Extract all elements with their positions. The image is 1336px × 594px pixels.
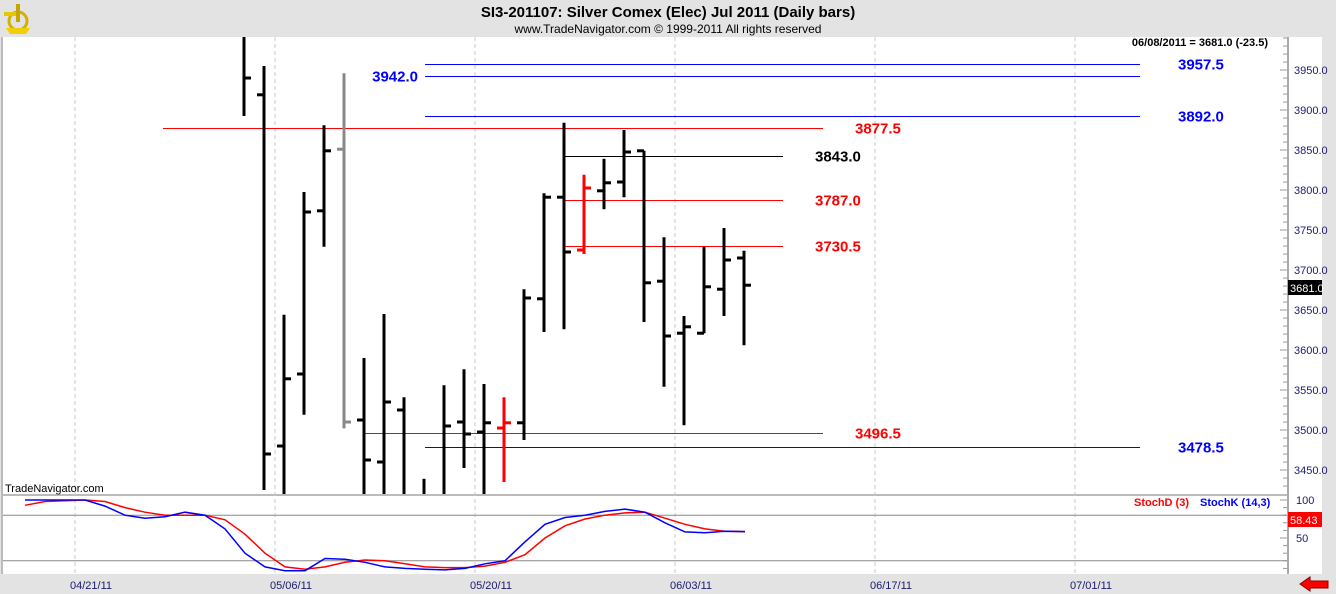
red-left-arrow-icon[interactable] <box>1299 576 1329 592</box>
ohlc-bar <box>537 193 551 332</box>
ohlc-bar <box>737 250 751 346</box>
y-tick-label: 3800.0 <box>1294 185 1328 197</box>
level-label: 3892.0 <box>1178 109 1224 126</box>
ohlc-bar <box>637 149 651 322</box>
y-tick-label: 3500.0 <box>1294 425 1328 437</box>
chart-title: SI3-201107: Silver Comex (Elec) Jul 2011… <box>481 4 855 21</box>
x-tick-label: 05/06/11 <box>270 580 312 592</box>
y-tick-label: 3600.0 <box>1294 345 1328 357</box>
sextant-icon <box>4 4 30 34</box>
y-tick-label: 3850.0 <box>1294 145 1328 157</box>
level-label: 3942.0 <box>372 69 418 86</box>
level-label: 3787.0 <box>815 193 861 210</box>
y-tick-label: 3900.0 <box>1294 105 1328 117</box>
x-tick-label: 05/20/11 <box>470 580 512 592</box>
stochk-line <box>25 499 746 572</box>
y-tick-label: 3750.0 <box>1294 225 1328 237</box>
ohlc-bar <box>377 314 391 494</box>
ohlc-bar <box>257 66 271 490</box>
x-tick-label: 06/03/11 <box>670 580 712 592</box>
y-tick-label: 3550.0 <box>1294 385 1328 397</box>
x-tick-label: 04/21/11 <box>70 580 112 592</box>
y-tick-label: 3450.0 <box>1294 465 1328 477</box>
stoch-panel <box>3 496 1287 574</box>
chart-subtitle: www.TradeNavigator.com © 1999-2011 All r… <box>514 22 822 36</box>
level-label: 3730.5 <box>815 239 861 256</box>
x-tick-label: 06/17/11 <box>870 580 912 592</box>
y-tick-label: 3650.0 <box>1294 305 1328 317</box>
x-tick-label: 07/01/11 <box>1070 580 1112 592</box>
bars <box>242 37 751 494</box>
ohlc-bar <box>477 384 491 494</box>
price-readout: 06/08/2011 = 3681.0 (-23.5) <box>1132 37 1268 49</box>
y-tick-label: 3700.0 <box>1294 265 1328 277</box>
stoch-y-tick-label: 100 <box>1296 495 1314 507</box>
price-axis <box>1287 37 1322 574</box>
ohlc-bar <box>657 237 671 387</box>
ohlc-bar <box>357 358 371 494</box>
ohlc-bar <box>597 158 611 210</box>
ohlc-bar <box>697 246 711 335</box>
stoch-last-label: 58.43 <box>1290 515 1318 527</box>
header-bar <box>0 0 1336 37</box>
ohlc-bar <box>442 385 451 494</box>
ohlc-bar <box>397 397 406 494</box>
stochd-line <box>24 499 746 570</box>
level-label: 3843.0 <box>815 149 861 166</box>
last-price-box <box>1288 280 1322 295</box>
ohlc-bar <box>717 228 731 316</box>
ohlc-bar <box>277 314 291 494</box>
legend-stochk: StochK (14,3) <box>1200 497 1271 509</box>
ohlc-bar <box>577 174 591 254</box>
stoch-last-box <box>1288 512 1322 527</box>
ohlc-bar <box>557 122 571 330</box>
level-label: 3957.5 <box>1178 57 1224 74</box>
ohlc-bar <box>297 192 311 415</box>
ohlc-bar <box>517 289 531 440</box>
ohlc-bar <box>677 316 691 426</box>
ohlc-bar <box>497 397 511 482</box>
last-price-label: 3681.0 <box>1290 283 1324 295</box>
ohlc-bar <box>337 73 351 429</box>
x-axis: 04/21/11 05/06/11 05/20/11 06/03/11 06/17/11… <box>70 580 1112 592</box>
y-axis: 3950.0 3900.0 3850.0 3800.0 3750.0 3700.0 3650… <box>1280 37 1328 569</box>
ohlc-bar <box>317 125 331 247</box>
ohlc-bar <box>242 37 251 116</box>
legend-stochd: StochD (3) <box>1134 497 1189 509</box>
grid <box>74 37 1076 574</box>
level-label: 3877.5 <box>855 121 901 138</box>
level-label: 3478.5 <box>1178 440 1224 457</box>
stochastic <box>3 499 1287 572</box>
watermark: TradeNavigator.com <box>5 483 104 495</box>
ohlc-bar <box>617 130 631 198</box>
level-label: 3496.5 <box>855 426 901 443</box>
stoch-y-tick-label: 50 <box>1296 533 1308 545</box>
y-tick-label: 3950.0 <box>1294 65 1328 77</box>
ohlc-bar <box>457 369 471 468</box>
levels: 3957.5 3942.0 3892.0 3877.5 3843.0 3787.0 3730… <box>163 57 1224 457</box>
